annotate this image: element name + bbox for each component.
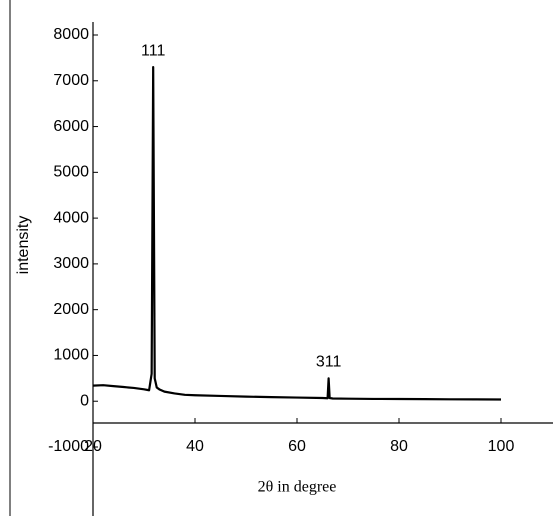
y-tick-label: -1000 — [48, 438, 89, 455]
y-tick-label: 8000 — [53, 26, 89, 43]
y-tick-label: 2000 — [53, 301, 89, 318]
y-tick-label: 6000 — [53, 118, 89, 135]
y-tick-label: 7000 — [53, 72, 89, 89]
x-tick-label: 80 — [390, 438, 408, 455]
x-tick-label: 100 — [488, 438, 515, 455]
x-tick-label: 40 — [186, 438, 204, 455]
y-tick-label: 4000 — [53, 209, 89, 226]
peak-label: 311 — [316, 354, 342, 371]
x-axis-label: 2θ in degree — [258, 479, 337, 496]
y-tick-label: 1000 — [53, 347, 89, 364]
y-tick-label: 5000 — [53, 164, 89, 181]
y-tick-label: 3000 — [53, 255, 89, 272]
y-axis-label: intensity — [15, 216, 32, 275]
data-line — [92, 65, 502, 401]
peak-label: 111 — [141, 42, 165, 59]
x-tick-label: 20 — [84, 438, 102, 455]
y-tick-label: 0 — [80, 392, 89, 409]
x-tick-label: 60 — [288, 438, 306, 455]
